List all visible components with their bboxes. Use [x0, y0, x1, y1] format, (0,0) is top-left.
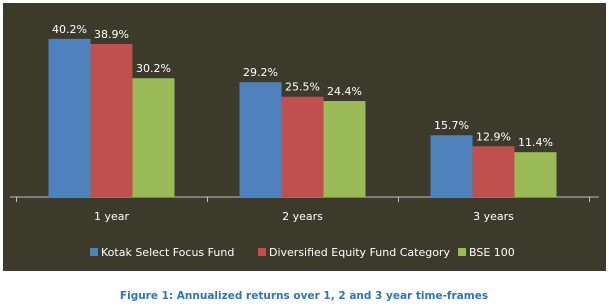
bar	[90, 43, 133, 197]
bar	[239, 82, 282, 197]
data-label: 30.2%	[136, 62, 171, 75]
bar	[430, 135, 473, 197]
legend-label: BSE 100	[469, 246, 515, 259]
bar	[281, 96, 324, 197]
legend-label: Kotak Select Focus Fund	[101, 246, 234, 259]
data-label: 11.4%	[518, 136, 553, 149]
caption: Figure 1: Annualized returns over 1, 2 a…	[120, 290, 488, 302]
bar	[132, 78, 175, 197]
data-label: 25.5%	[285, 81, 320, 94]
data-label: 12.9%	[476, 130, 511, 143]
x-tick-label: 1 year	[94, 210, 130, 223]
bar	[514, 152, 557, 197]
legend-label: Diversified Equity Fund Category	[269, 246, 450, 259]
data-label: 24.4%	[327, 85, 362, 98]
data-label: 38.9%	[94, 28, 129, 41]
data-label: 29.2%	[243, 66, 278, 79]
bar	[323, 101, 366, 197]
legend-swatch	[258, 248, 266, 256]
legend-swatch	[458, 248, 466, 256]
legend-swatch	[90, 248, 98, 256]
x-tick-label: 2 years	[282, 210, 323, 223]
data-label: 15.7%	[434, 119, 469, 132]
bar	[48, 38, 91, 197]
data-label: 40.2%	[52, 23, 87, 36]
x-tick-label: 3 years	[473, 210, 514, 223]
bar	[472, 146, 515, 197]
